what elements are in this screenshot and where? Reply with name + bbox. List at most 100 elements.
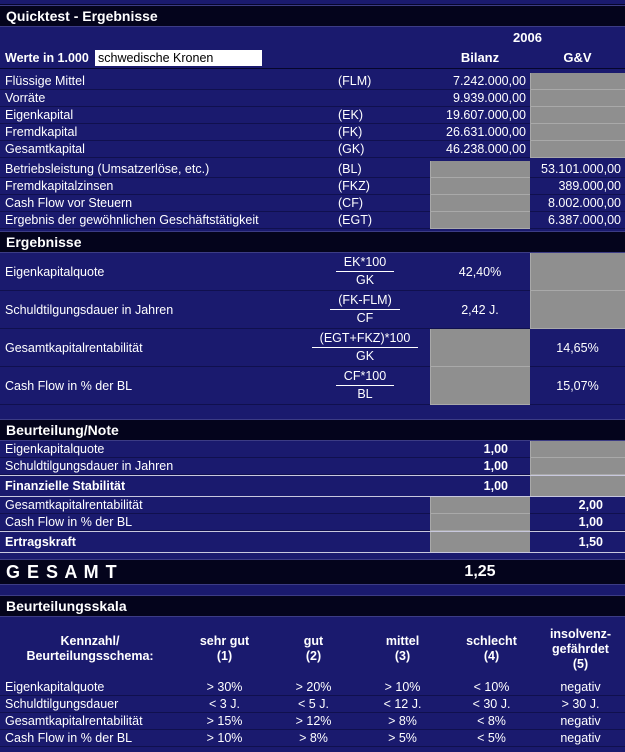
formula-numerator: EK*100 xyxy=(335,255,395,272)
bilanz-note-cell xyxy=(430,514,530,531)
bilanz-value-cell[interactable]: 26.631.000,00 xyxy=(430,124,530,141)
scale-value-cell: > 10% xyxy=(180,730,269,747)
gv-column-header: G&V xyxy=(563,50,592,65)
row-label: Flüssige Mittel xyxy=(0,73,330,90)
bilanz-value-cell xyxy=(430,212,530,229)
gv-value-cell xyxy=(530,107,625,124)
scale-column-line: mittel xyxy=(385,634,420,648)
bilanz-value-cell[interactable]: 9.939.000,00 xyxy=(430,90,530,107)
clipped-row xyxy=(0,0,625,5)
bilanz-result-cell xyxy=(430,329,530,367)
formula-numerator: (EGT+FKZ)*100 xyxy=(311,331,419,348)
scale-column-line: insolvenz- xyxy=(549,626,612,641)
fraction: CF*100 BL xyxy=(335,369,395,402)
spacer xyxy=(330,441,430,458)
scale-row: Gesamtkapitalrentabilität > 15% > 12% > 8% <… xyxy=(0,713,625,730)
scale-column-line: schlecht xyxy=(466,634,517,648)
currency-input[interactable]: schwedische Kronen xyxy=(95,49,262,66)
scale-row-label: Cash Flow in % der BL xyxy=(0,730,180,747)
note-label: Gesamtkapitalrentabilität xyxy=(0,497,330,514)
scale-row-label: Gesamtkapitalrentabilität xyxy=(0,713,180,730)
formula-cell: EK*100 GK xyxy=(300,253,430,291)
scale-value-cell: negativ xyxy=(536,679,625,696)
formula-denominator: GK xyxy=(355,349,375,363)
scale-value-cell: < 5% xyxy=(447,730,536,747)
row-label: Vorräte xyxy=(0,90,330,107)
ratio-row: Cash Flow in % der BL CF*100 BL 15,07% xyxy=(0,367,625,405)
scale-column-line: (1) xyxy=(216,649,233,663)
gv-value-cell[interactable]: 8.002.000,00 xyxy=(530,195,625,212)
fraction: (FK-FLM) CF xyxy=(330,293,400,326)
scale-value-cell: < 30 J. xyxy=(447,696,536,713)
bilanz-value-cell[interactable]: 46.238.000,00 xyxy=(430,141,530,158)
table-row: Cash Flow vor Steuern (CF) 8.002.000,00 xyxy=(0,195,625,212)
gv-value-cell[interactable]: 53.101.000,00 xyxy=(530,161,625,178)
spacer xyxy=(330,458,430,475)
bilanz-note-cell: 1,00 xyxy=(483,479,508,493)
table-row: Fremdkapitalzinsen (FKZ) 389.000,00 xyxy=(0,178,625,195)
ratio-row: Eigenkapitalquote EK*100 GK 42,40% xyxy=(0,253,625,291)
section-header-skala: Beurteilungsskala xyxy=(0,595,625,617)
section-header-beurteilung: Beurteilung/Note xyxy=(0,419,625,441)
bilanz-note-cell: 1,00 xyxy=(430,458,530,475)
table-row: Ergebnis der gewöhnlichen Geschäftstätig… xyxy=(0,212,625,229)
spacer xyxy=(330,514,430,531)
bilanz-note-cell xyxy=(430,532,530,552)
ratio-label: Eigenkapitalquote xyxy=(0,253,300,291)
gv-note-cell: 2,00 xyxy=(530,497,625,514)
scale-value-cell: negativ xyxy=(536,730,625,747)
row-label: Betriebsleistung (Umsatzerlöse, etc.) xyxy=(0,161,330,178)
scale-column-header: schlecht (4) xyxy=(447,634,536,664)
werte-label: Werte in 1.000 xyxy=(5,50,89,65)
row-label: Fremdkapital xyxy=(0,124,330,141)
row-code: (CF) xyxy=(330,195,430,212)
bilanz-value-cell xyxy=(430,161,530,178)
scale-corner-line: Kennzahl/ xyxy=(60,634,120,648)
scale-value-cell: negativ xyxy=(536,713,625,730)
scale-value-cell: > 8% xyxy=(269,730,358,747)
gesamt-value: 1,25 xyxy=(464,563,496,580)
scale-column-line: (2) xyxy=(305,649,322,663)
bilanz-value-cell[interactable]: 7.242.000,00 xyxy=(430,73,530,90)
scale-row-label: Eigenkapitalquote xyxy=(0,679,180,696)
column-header-row: Werte in 1.000 schwedische Kronen Bilanz… xyxy=(0,47,625,69)
bilanz-value-cell[interactable]: 19.607.000,00 xyxy=(430,107,530,124)
gv-value-cell xyxy=(530,141,625,158)
gv-value-cell[interactable]: 6.387.000,00 xyxy=(530,212,625,229)
row-code: (BL) xyxy=(330,161,430,178)
scale-value-cell: > 30% xyxy=(180,679,269,696)
scale-corner-line: Beurteilungsschema: xyxy=(26,649,154,663)
gv-value-cell xyxy=(530,90,625,107)
table-row: Eigenkapital (EK) 19.607.000,00 xyxy=(0,107,625,124)
scale-column-header: sehr gut (1) xyxy=(180,634,269,664)
formula-denominator: BL xyxy=(357,387,373,401)
table-row: Betriebsleistung (Umsatzerlöse, etc.) (BL… xyxy=(0,161,625,178)
bilanz-value-cell xyxy=(430,195,530,212)
formula-denominator: CF xyxy=(356,311,374,325)
row-code: (EK) xyxy=(330,107,430,124)
scale-row: Cash Flow in % der BL > 10% > 8% > 5% < 5% ne… xyxy=(0,730,625,747)
scale-column-line: (3) xyxy=(394,649,411,663)
scale-column-line: (5) xyxy=(572,656,589,671)
formula-cell: CF*100 BL xyxy=(300,367,430,405)
scale-value-cell: < 5 J. xyxy=(269,696,358,713)
input-table: Flüssige Mittel (FLM) 7.242.000,00 Vorräte 9… xyxy=(0,73,625,229)
gv-result-cell xyxy=(530,291,625,329)
row-label: Gesamtkapital xyxy=(0,141,330,158)
row-label: Cash Flow vor Steuern xyxy=(0,195,330,212)
note-label: Schuldtilgungsdauer in Jahren xyxy=(0,458,330,475)
scale-header-row: Kennzahl/Beurteilungsschema: sehr gut (1) g… xyxy=(0,625,625,673)
note-row: Schuldtilgungsdauer in Jahren 1,00 xyxy=(0,458,625,475)
formula-cell: (EGT+FKZ)*100 GK xyxy=(300,329,430,367)
gv-value-cell xyxy=(530,73,625,90)
bilanz-value-cell xyxy=(430,178,530,195)
ratio-row: Schuldtilgungsdauer in Jahren (FK-FLM) CF 2… xyxy=(0,291,625,329)
row-label: Fremdkapitalzinsen xyxy=(0,178,330,195)
note-row: Cash Flow in % der BL 1,00 xyxy=(0,514,625,531)
gesamt-label: G E S A M T xyxy=(6,561,118,582)
scale-column-line: sehr gut xyxy=(199,634,250,648)
gv-value-cell[interactable]: 389.000,00 xyxy=(530,178,625,195)
fraction: (EGT+FKZ)*100 GK xyxy=(311,331,419,364)
table-row: Flüssige Mittel (FLM) 7.242.000,00 xyxy=(0,73,625,90)
